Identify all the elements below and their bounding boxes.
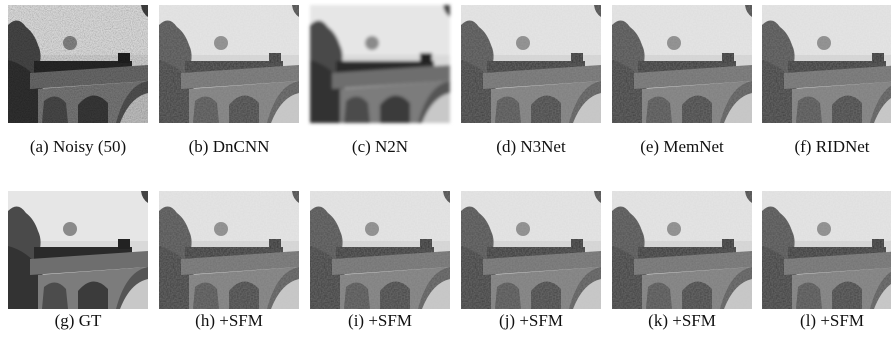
- panel-image: [612, 191, 752, 309]
- panel-image: [461, 5, 601, 123]
- panel-image: [310, 5, 450, 123]
- panel-image: [8, 191, 148, 309]
- panel-image: [762, 5, 891, 123]
- panel-caption: (d) N3Net: [496, 137, 566, 156]
- panel-caption: (j) +SFM: [499, 311, 563, 330]
- panel-image: [612, 5, 752, 123]
- panel-caption: (a) Noisy (50): [30, 137, 126, 156]
- panel-caption: (i) +SFM: [348, 311, 412, 330]
- panel-caption: (k) +SFM: [648, 311, 716, 330]
- panel-caption: (l) +SFM: [800, 311, 864, 330]
- panel-image: [461, 191, 601, 309]
- panel-caption: (h) +SFM: [195, 311, 263, 330]
- panel-image: [159, 5, 299, 123]
- panel-caption: (e) MemNet: [640, 137, 724, 156]
- panel-caption: (g) GT: [55, 311, 102, 330]
- panel-caption: (b) DnCNN: [189, 137, 270, 156]
- panel-caption: (f) RIDNet: [794, 137, 869, 156]
- panel-caption: (c) N2N: [352, 137, 408, 156]
- panel-image: [762, 191, 891, 309]
- panel-image: [159, 191, 299, 309]
- panel-image: [310, 191, 450, 309]
- figure: (a) Noisy (50) (b) DnCNN (c) N2N (d) N3Net (…: [0, 0, 891, 333]
- panel-image: [8, 5, 148, 123]
